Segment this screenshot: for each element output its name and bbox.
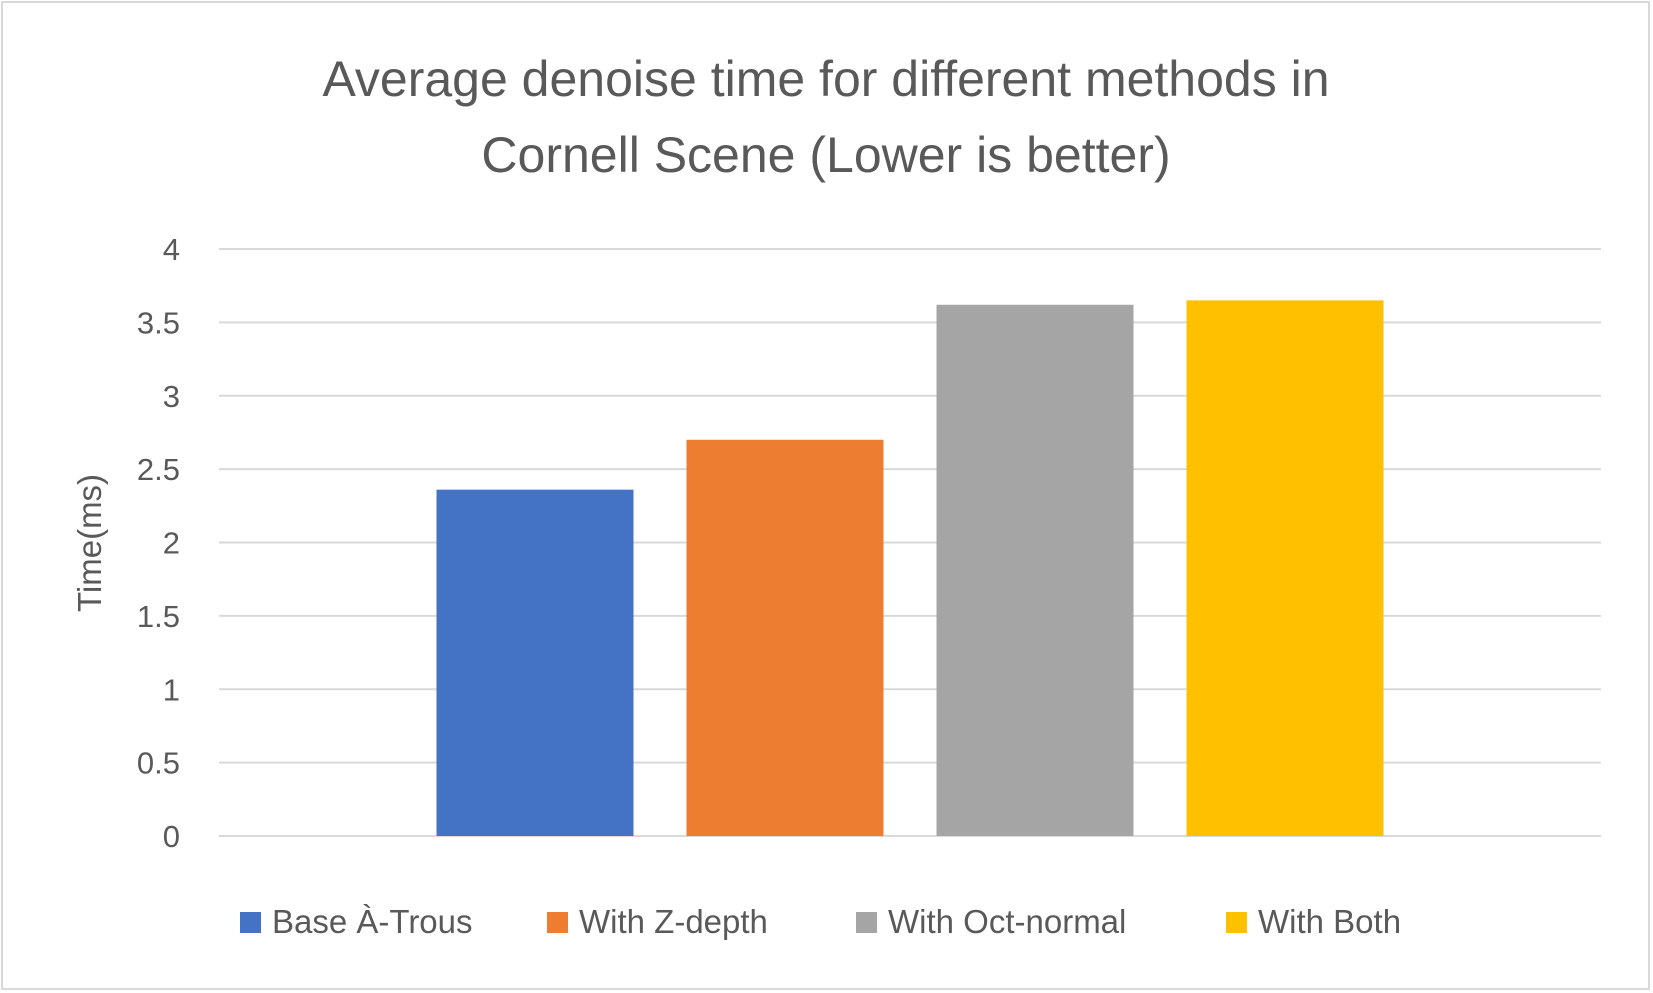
bar-2 <box>686 439 884 836</box>
legend-label: With Oct-normal <box>888 903 1126 940</box>
legend-item: Base À-Trous <box>240 903 473 940</box>
y-tick-label: 0 <box>163 819 180 854</box>
legend-label: With Both <box>1258 903 1401 940</box>
y-axis-title: Time(ms) <box>71 474 108 612</box>
y-tick-label: 1 <box>163 672 180 707</box>
chart-title: Average denoise time for different metho… <box>322 51 1329 183</box>
chart-title-line-2: Cornell Scene (Lower is better) <box>481 127 1170 183</box>
y-tick-label: 3 <box>163 379 180 414</box>
legend-swatch <box>240 912 261 933</box>
y-tick-label: 2.5 <box>137 452 180 487</box>
bars <box>436 300 1384 836</box>
y-tick-label: 0.5 <box>137 746 180 781</box>
y-tick-label: 4 <box>163 232 180 267</box>
bar-1 <box>436 489 634 836</box>
y-tick-label: 1.5 <box>137 599 180 634</box>
legend-swatch <box>856 912 877 933</box>
legend-item: With Oct-normal <box>856 903 1126 940</box>
legend-item: With Both <box>1226 903 1401 940</box>
y-tick-label: 2 <box>163 526 180 561</box>
legend: Base À-Trous With Z-depth With Oct-normal W… <box>240 903 1401 940</box>
legend-item: With Z-depth <box>547 903 768 940</box>
y-axis-ticks: 0 0.5 1 1.5 2 2.5 3 3.5 4 <box>137 232 180 854</box>
bar-3 <box>936 304 1134 836</box>
legend-swatch <box>1226 912 1247 933</box>
legend-label: With Z-depth <box>579 903 768 940</box>
bar-4 <box>1186 300 1384 836</box>
y-tick-label: 3.5 <box>137 305 180 340</box>
legend-swatch <box>547 912 568 933</box>
chart-title-line-1: Average denoise time for different metho… <box>322 51 1329 107</box>
gridlines <box>219 248 1601 837</box>
legend-label: Base À-Trous <box>272 903 473 940</box>
